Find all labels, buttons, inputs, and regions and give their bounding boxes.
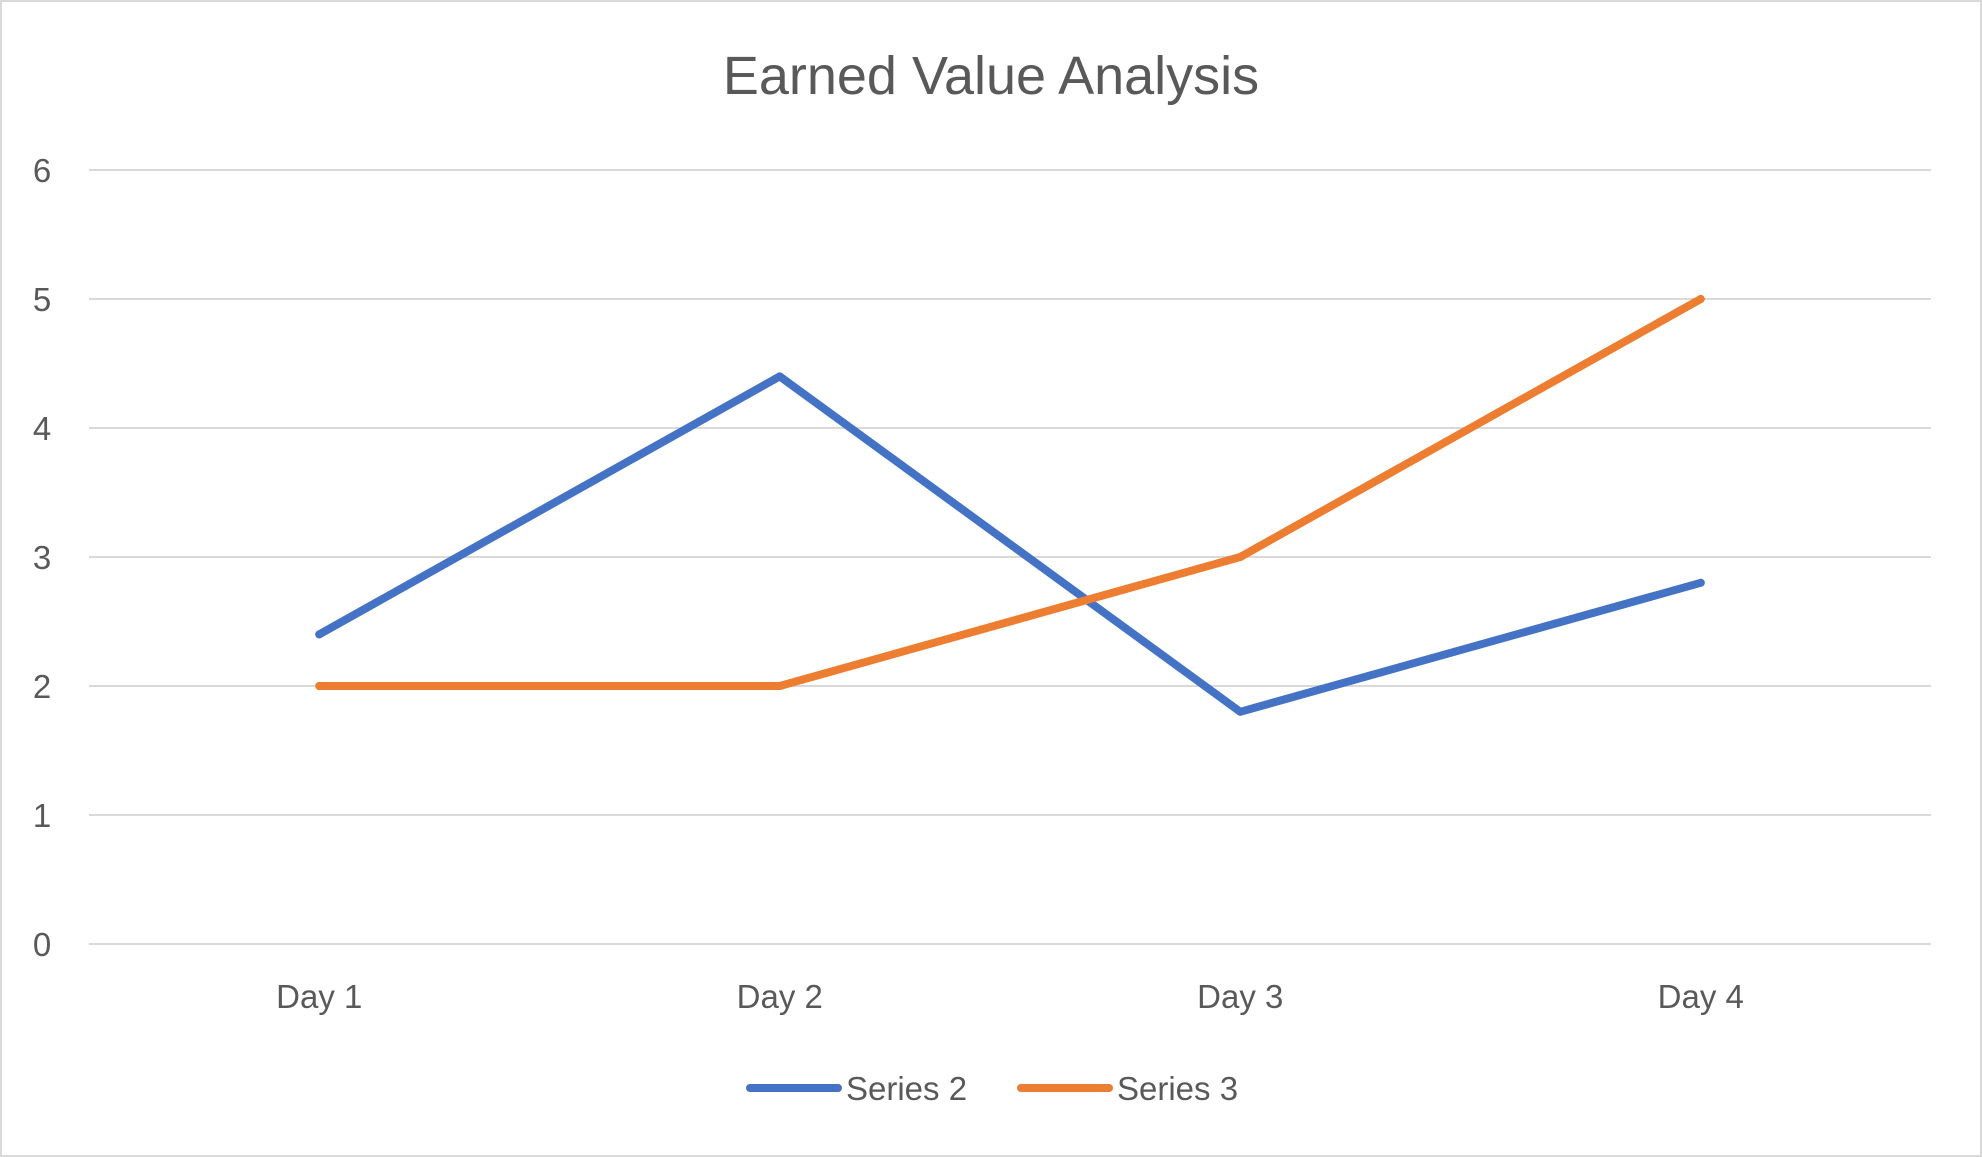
- x-tick-label: Day 3: [1197, 978, 1283, 1015]
- series-lines: [315, 295, 1705, 716]
- y-tick-label: 1: [33, 797, 51, 834]
- legend-label: Series 2: [846, 1070, 967, 1107]
- chart-title: Earned Value Analysis: [723, 46, 1259, 106]
- y-tick-label: 5: [33, 281, 51, 318]
- data-point: [1236, 553, 1245, 561]
- y-axis-tick-labels: 0 1 2 3 4 5 6: [33, 152, 51, 963]
- y-tick-label: 0: [33, 926, 51, 963]
- y-tick-label: 2: [33, 668, 51, 705]
- data-point: [775, 682, 784, 690]
- x-axis-tick-labels: Day 1 Day 2 Day 3 Day 4: [276, 978, 1744, 1015]
- x-tick-label: Day 2: [737, 978, 823, 1015]
- data-point: [775, 372, 784, 381]
- gridlines: [89, 169, 1931, 945]
- x-tick-label: Day 1: [276, 978, 362, 1015]
- y-tick-label: 4: [33, 410, 51, 447]
- y-tick-label: 3: [33, 539, 51, 576]
- series-line-1: [315, 372, 1705, 716]
- legend-label: Series 3: [1117, 1070, 1238, 1107]
- data-point: [1236, 707, 1245, 716]
- data-point: [315, 682, 324, 690]
- x-tick-label: Day 4: [1658, 978, 1744, 1015]
- data-point: [315, 630, 324, 639]
- data-point: [1696, 578, 1705, 587]
- legend: Series 2 Series 3: [746, 1070, 1238, 1107]
- series-line-2: [315, 295, 1705, 690]
- y-tick-label: 6: [33, 152, 51, 189]
- data-point: [1696, 295, 1705, 303]
